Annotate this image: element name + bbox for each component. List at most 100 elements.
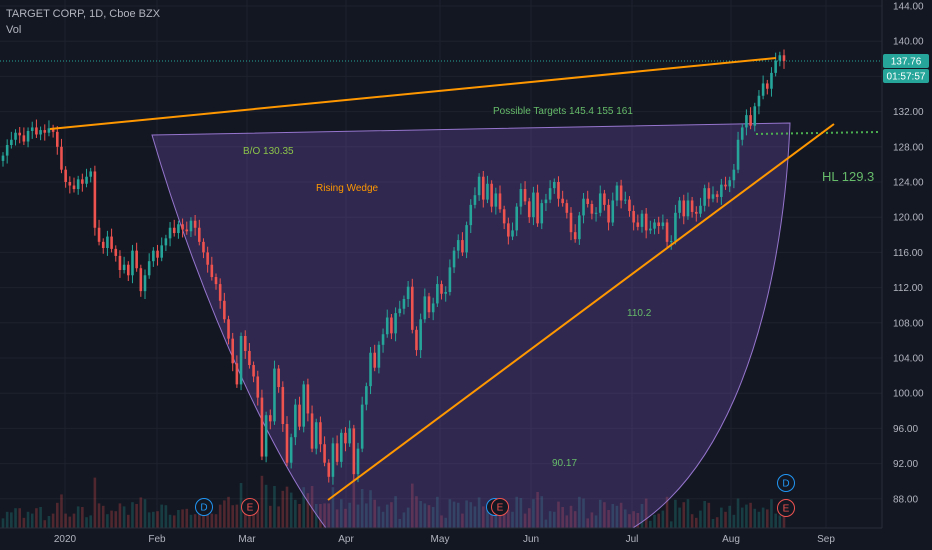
candle	[481, 171, 485, 208]
volume-bar	[753, 508, 757, 528]
candle	[649, 220, 652, 234]
volume-bar	[494, 504, 498, 528]
volume-bar	[10, 512, 13, 528]
price-axis-bg	[882, 0, 932, 550]
candle	[331, 437, 335, 485]
volume-label[interactable]: Vol	[6, 24, 22, 36]
candle	[139, 264, 143, 297]
candle	[603, 189, 606, 211]
volume-bar	[665, 496, 669, 528]
volume-bar	[1, 518, 5, 528]
candle	[248, 343, 251, 369]
volume-bar	[26, 511, 30, 528]
volume-bar	[452, 501, 456, 528]
volume-bar	[536, 492, 539, 528]
volume-bar	[164, 505, 168, 528]
volume-bar	[160, 504, 164, 528]
earnings-marker[interactable]: E	[241, 498, 259, 516]
candle	[252, 361, 255, 383]
candle	[256, 370, 260, 406]
candle	[753, 102, 757, 132]
volume-bar	[707, 502, 711, 528]
volume-bar	[402, 512, 406, 528]
earnings-marker[interactable]: E	[777, 499, 795, 517]
time-axis[interactable]: 2020 Feb Mar Apr May Jun Jul Aug Sep	[54, 534, 835, 545]
volume-bar	[210, 513, 214, 528]
price-tick-label: 144.00	[893, 2, 924, 13]
volume-bar	[703, 501, 706, 528]
candle	[552, 178, 556, 194]
grid	[0, 0, 882, 528]
volume-bar	[502, 512, 506, 528]
candle	[264, 411, 268, 463]
upper-trendline	[49, 57, 777, 130]
candle	[732, 163, 736, 189]
volume-bar	[314, 504, 318, 528]
time-axis-bg	[0, 528, 932, 550]
candle	[39, 126, 42, 141]
candle	[619, 179, 623, 209]
event-marker-label: E	[783, 504, 790, 515]
volume-bar	[586, 518, 590, 528]
candle	[147, 253, 151, 279]
candle	[724, 176, 727, 190]
volume-bar	[185, 508, 189, 528]
candle	[160, 237, 164, 262]
mid-level-annotation: 110.2	[627, 308, 652, 319]
volume-bar	[699, 510, 702, 528]
candle	[89, 167, 93, 183]
last-price-value: 137.76	[891, 57, 922, 68]
candle	[281, 381, 285, 432]
dividend-marker[interactable]: D	[195, 498, 213, 516]
candle	[76, 175, 80, 195]
time-tick-label: Jun	[523, 534, 539, 545]
candle	[68, 176, 72, 194]
volume-bar	[415, 496, 418, 528]
candle	[711, 186, 715, 203]
earnings-marker[interactable]: E	[491, 498, 509, 516]
time-tick-label: Jul	[626, 534, 639, 545]
candle	[477, 173, 481, 201]
price-tick-label: 112.00	[893, 283, 923, 294]
candle	[43, 124, 47, 141]
candle	[761, 75, 765, 100]
volume-bar	[423, 503, 427, 528]
candle	[398, 300, 402, 317]
candle	[686, 192, 690, 220]
candle	[135, 242, 138, 272]
candle	[214, 273, 218, 290]
event-marker-label: D	[782, 479, 789, 490]
volume-bar	[623, 509, 627, 528]
candle	[231, 332, 235, 372]
candle	[561, 190, 564, 207]
event-marker-label: D	[200, 503, 207, 514]
dividend-marker[interactable]: D	[777, 474, 795, 492]
volume-bar	[377, 506, 381, 528]
volume-bar	[565, 515, 569, 528]
candle	[774, 52, 777, 77]
candle	[749, 107, 752, 130]
candle	[703, 184, 706, 212]
volume-bar	[227, 496, 230, 528]
time-tick-label: Mar	[238, 534, 256, 545]
candle	[223, 292, 226, 323]
volume-bar	[653, 514, 656, 528]
volume-bar	[765, 509, 769, 528]
volume-bar	[93, 477, 97, 528]
candle	[565, 199, 569, 219]
candle	[465, 221, 468, 259]
candle	[327, 459, 331, 483]
volume-bar	[419, 501, 422, 528]
volume-bar	[264, 484, 268, 528]
volume-bar	[268, 505, 272, 528]
candle	[30, 121, 34, 139]
candle	[64, 166, 67, 188]
volume-bar	[369, 490, 372, 528]
volume-bar	[214, 514, 218, 528]
symbol-title[interactable]: TARGET CORP, 1D, Cboe BZX	[6, 8, 161, 20]
candle	[519, 183, 523, 215]
candle	[302, 380, 306, 433]
candle	[319, 416, 322, 453]
candle	[594, 207, 598, 222]
